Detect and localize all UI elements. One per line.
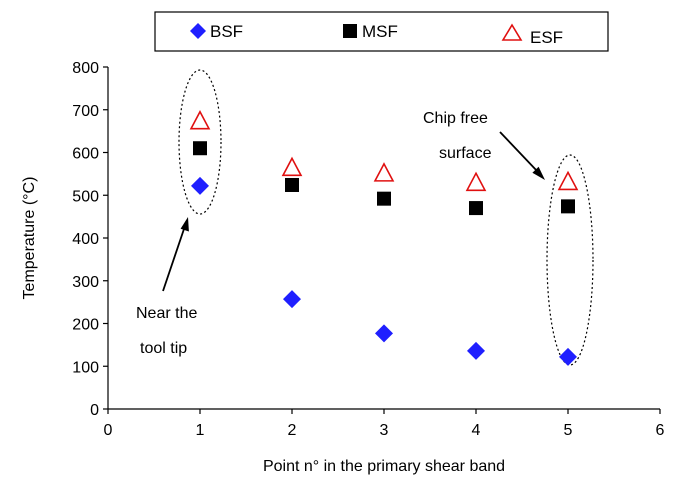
- legend-marker-esf: [501, 23, 523, 41]
- annotation-text-near-the: Near the: [136, 305, 197, 322]
- y-tick-label: 400: [72, 231, 99, 248]
- y-tick-label: 600: [72, 146, 99, 163]
- x-tick-label: 3: [380, 422, 389, 439]
- legend-entry-msf: MSF: [343, 22, 398, 41]
- annotation-arrow-near-tool-tip: [162, 225, 186, 292]
- legend-marker-msf: [343, 24, 357, 38]
- bsf-point: [283, 290, 301, 309]
- legend-label-msf: MSF: [362, 22, 398, 41]
- legend-entry-esf: ESF: [501, 23, 563, 47]
- legend-box: [154, 11, 609, 52]
- legend-label-bsf: BSF: [210, 22, 243, 41]
- annotation-text-chip-free: Chip free: [423, 110, 488, 127]
- bsf-point: [191, 176, 209, 195]
- legend-marker-bsf: [190, 23, 206, 39]
- bsf-point: [467, 341, 485, 360]
- msf-point: [377, 191, 391, 206]
- esf-point: [373, 162, 395, 182]
- annotation-arrowhead-near-tool-tip: [180, 217, 189, 232]
- annotation-arrowhead-chip-free: [532, 166, 545, 180]
- x-tick-label: 0: [104, 422, 113, 439]
- esf-point: [557, 170, 579, 191]
- legend-label-esf: ESF: [530, 28, 563, 47]
- annotation-near-tool-tip: Near the tool tip: [136, 217, 197, 357]
- legend: BSF MSF ESF: [154, 11, 609, 52]
- highlight-ellipse-point-1: [178, 69, 222, 215]
- series-layer: [189, 110, 579, 366]
- annotation-text-tool-tip: tool tip: [140, 340, 187, 357]
- msf-point: [469, 201, 483, 216]
- esf-point: [465, 171, 487, 192]
- highlight-ellipse-point-5: [546, 154, 594, 366]
- legend-entry-bsf: BSF: [190, 22, 243, 41]
- esf-point: [189, 110, 211, 130]
- x-tick-label: 6: [656, 422, 665, 439]
- x-axis-title: Point n° in the primary shear band: [263, 458, 505, 475]
- series-bsf: [191, 176, 577, 366]
- y-tick-label: 300: [72, 274, 99, 291]
- x-tick-label: 2: [288, 422, 297, 439]
- y-tick-label: 0: [90, 402, 99, 419]
- msf-point: [561, 199, 575, 214]
- y-tick-label: 100: [72, 359, 99, 376]
- x-tick-label: 1: [196, 422, 205, 439]
- x-ticks: 0 1 2 3 4 5 6: [104, 409, 665, 439]
- y-axis-title: Temperature (°C): [21, 177, 38, 300]
- annotation-arrow-chip-free: [499, 131, 539, 173]
- annotation-chip-free-surface: Chip free surface: [423, 110, 545, 180]
- bsf-point: [559, 347, 577, 366]
- bsf-point: [375, 324, 393, 343]
- annotation-text-surface: surface: [439, 145, 492, 162]
- msf-point: [285, 177, 299, 192]
- x-tick-label: 5: [564, 422, 573, 439]
- y-ticks: 0 100 200 300 400 500 600 700 800: [72, 60, 108, 419]
- x-tick-label: 4: [472, 422, 481, 439]
- series-msf: [193, 141, 575, 216]
- y-tick-label: 800: [72, 60, 99, 77]
- y-tick-label: 700: [72, 103, 99, 120]
- y-tick-label: 200: [72, 317, 99, 334]
- msf-point: [193, 141, 207, 156]
- y-tick-label: 500: [72, 188, 99, 205]
- esf-point: [281, 156, 303, 177]
- series-esf: [189, 110, 579, 192]
